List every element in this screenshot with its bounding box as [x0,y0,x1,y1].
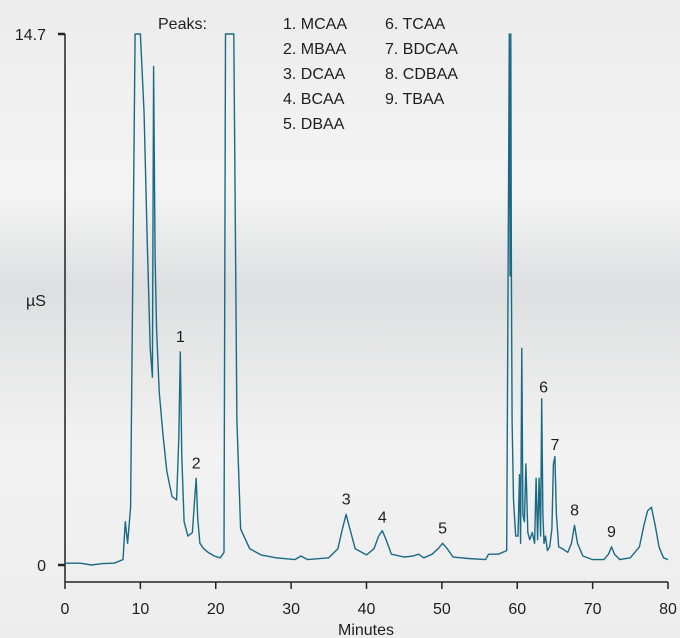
x-tick-label: 50 [433,601,451,618]
axes: 14.7 0 µS Minutes [15,27,668,638]
legend-entry: 8. CDBAA [385,66,458,83]
legend-entry: 1. MCAA [283,16,347,33]
x-axis-label: Minutes [338,622,394,638]
legend-entry: 3. DCAA [283,66,346,83]
legend-entry: 7. BDCAA [385,41,458,58]
legend-entry: 6. TCAA [385,16,446,33]
x-tick-label: 20 [207,601,225,618]
peak-label: 3 [342,491,351,508]
chromatogram-trace [65,33,669,566]
peak-label: 1 [176,329,185,346]
peak-label: 9 [607,524,616,541]
y-tick-label-zero: 0 [37,558,46,575]
x-ticks: 0 10 20 30 40 50 60 70 80 [61,582,677,618]
x-tick-label: 40 [358,601,376,618]
x-tick-label: 70 [584,601,602,618]
x-tick-label: 0 [61,601,70,618]
legend-title: Peaks: [158,16,207,33]
legend-entry: 4. BCAA [283,91,345,108]
legend-entry: 2. MBAA [283,41,346,58]
x-tick-label: 60 [508,601,526,618]
x-tick-label: 80 [659,601,677,618]
peak-labels: 1 2 3 4 5 6 7 8 9 [176,329,616,541]
peak-label: 8 [570,502,579,519]
peak-label: 5 [438,520,447,537]
legend-entry: 5. DBAA [283,116,345,133]
peak-label: 2 [192,455,201,472]
legend-entry: 9. TBAA [385,91,445,108]
peak-label: 6 [539,379,548,396]
peaks-legend: Peaks: 1. MCAA 2. MBAA 3. DCAA 4. BCAA 5. DB… [158,16,458,133]
x-tick-label: 30 [282,601,300,618]
x-tick-label: 10 [131,601,149,618]
peak-label: 4 [378,509,387,526]
y-axis-label: µS [26,293,46,310]
peak-label: 7 [550,437,559,454]
y-tick-label-top: 14.7 [15,27,46,44]
